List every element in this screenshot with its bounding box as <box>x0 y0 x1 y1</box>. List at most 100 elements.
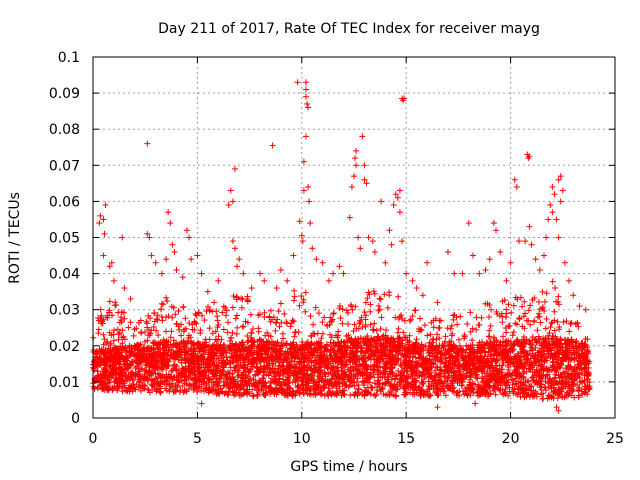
data-point <box>503 310 510 317</box>
data-point <box>283 320 290 327</box>
data-point <box>488 306 495 313</box>
data-point <box>534 327 541 334</box>
data-point <box>427 331 434 338</box>
data-point <box>349 306 356 313</box>
data-point <box>334 364 341 371</box>
data-point <box>549 278 556 285</box>
data-point <box>521 298 528 305</box>
data-point <box>206 325 213 332</box>
data-point <box>413 336 420 343</box>
data-point <box>493 362 500 369</box>
data-point <box>248 330 255 337</box>
data-point <box>542 325 549 332</box>
data-point <box>370 288 377 295</box>
data-point <box>454 321 461 328</box>
data-point <box>247 311 254 318</box>
data-point <box>535 314 542 321</box>
data-point <box>307 313 314 320</box>
data-point <box>115 331 122 338</box>
data-point <box>212 336 219 343</box>
data-point <box>121 315 128 322</box>
data-point <box>467 328 474 335</box>
data-point <box>394 329 401 336</box>
data-point <box>277 300 284 307</box>
data-point <box>517 294 524 301</box>
data-point <box>435 325 442 332</box>
data-point <box>163 294 170 301</box>
data-point <box>224 329 231 336</box>
data-point <box>376 306 383 313</box>
data-point <box>547 324 554 331</box>
data-point <box>395 325 402 332</box>
data-point <box>520 313 527 320</box>
data-point <box>548 320 555 327</box>
data-point <box>464 320 471 327</box>
data-point <box>503 329 510 336</box>
data-point <box>492 391 499 398</box>
data-point <box>486 327 493 334</box>
data-point <box>121 336 128 343</box>
data-point <box>112 299 119 306</box>
data-point <box>543 315 550 322</box>
data-point <box>112 301 119 308</box>
data-point <box>220 303 227 310</box>
data-point <box>417 315 424 322</box>
data-point <box>232 315 239 322</box>
data-point <box>214 337 221 344</box>
data-point <box>551 308 558 315</box>
data-point <box>568 319 575 326</box>
data-point <box>499 319 506 326</box>
data-point <box>229 329 236 336</box>
data-point <box>167 334 174 341</box>
data-point <box>486 314 493 321</box>
data-point <box>337 315 344 322</box>
data-point <box>469 337 476 344</box>
data-point <box>291 333 298 340</box>
data-point <box>411 307 418 314</box>
data-point <box>106 298 113 305</box>
data-point <box>281 310 288 317</box>
data-point <box>421 322 428 329</box>
data-point <box>527 302 534 309</box>
data-point <box>560 319 567 326</box>
data-point <box>516 316 523 323</box>
data-point <box>254 393 261 400</box>
data-point <box>163 328 170 335</box>
data-point <box>510 302 517 309</box>
data-point <box>430 324 437 331</box>
data-point <box>406 332 413 339</box>
data-point <box>549 332 556 339</box>
data-point <box>169 314 176 321</box>
data-point <box>567 320 574 327</box>
data-point <box>203 308 210 315</box>
data-point <box>233 330 240 337</box>
data-point <box>339 306 346 313</box>
data-point <box>539 395 546 402</box>
data-point <box>541 298 548 305</box>
data-point <box>315 310 322 317</box>
data-point <box>442 333 449 340</box>
data-point <box>234 324 241 331</box>
data-point <box>566 328 573 335</box>
data-point <box>275 308 282 315</box>
data-point <box>357 348 364 355</box>
data-points <box>90 79 593 414</box>
data-point <box>138 329 145 336</box>
data-point <box>160 336 167 343</box>
data-point <box>467 309 474 316</box>
data-point <box>272 327 279 334</box>
data-point <box>261 313 268 320</box>
data-point <box>525 307 532 314</box>
data-point <box>361 309 368 316</box>
data-point <box>543 290 550 297</box>
data-point <box>551 327 558 334</box>
data-point <box>302 289 309 296</box>
data-point <box>245 337 252 344</box>
data-point <box>584 348 591 355</box>
data-point <box>239 323 246 330</box>
data-point <box>233 312 240 319</box>
data-point <box>447 325 454 332</box>
data-point <box>455 336 462 343</box>
data-point <box>336 305 343 312</box>
data-point <box>371 290 378 297</box>
